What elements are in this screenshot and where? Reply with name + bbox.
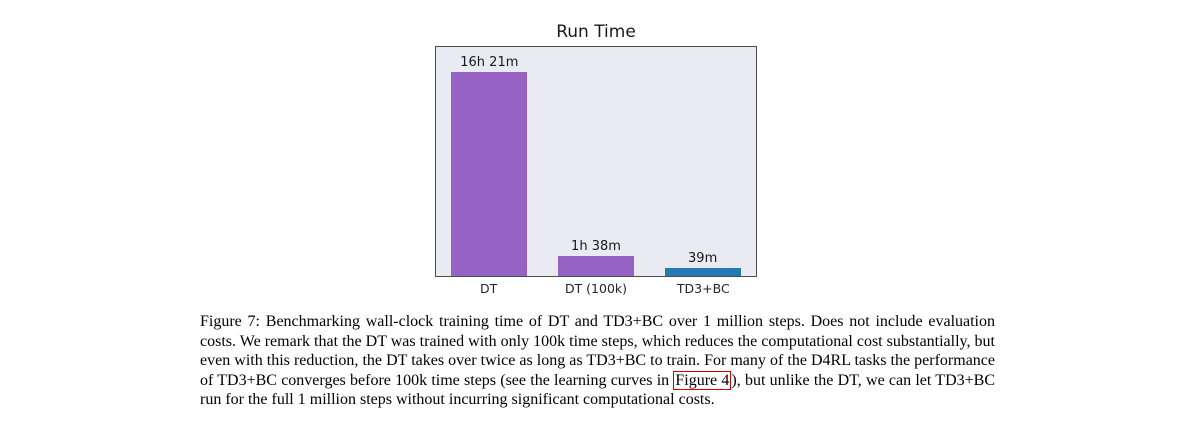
bar-column-dt: 16h 21m <box>436 47 543 276</box>
x-tick-label-dt-100k: DT (100k) <box>564 281 628 296</box>
plot-area: 16h 21m 1h 38m 39m <box>435 46 757 277</box>
figure-4-link[interactable]: Figure 4 <box>673 370 732 390</box>
bar-dt <box>451 71 528 276</box>
bar-column-dt-100k: 1h 38m <box>543 47 650 276</box>
x-axis-labels: DT DT (100k) TD3+BC <box>435 281 757 296</box>
x-tick-label-dt: DT <box>480 281 498 296</box>
x-tick-label-td3bc: TD3+BC <box>676 281 730 296</box>
bar-td3bc <box>664 267 741 276</box>
bar-dt-100k <box>557 255 634 276</box>
bar-value-label-dt: 16h 21m <box>460 54 519 70</box>
bar-column-td3bc: 39m <box>649 47 756 276</box>
caption-text-before-link: Figure 7: Benchmarking wall-clock traini… <box>200 313 995 389</box>
chart-title: Run Time <box>556 22 636 42</box>
bar-value-label-td3bc: 39m <box>688 250 718 266</box>
figure-caption: Figure 7: Benchmarking wall-clock traini… <box>200 312 995 410</box>
bar-value-label-dt-100k: 1h 38m <box>571 238 621 254</box>
caption-text-after-link: ), but unlike the DT, we can let TD3+BC … <box>200 371 995 409</box>
